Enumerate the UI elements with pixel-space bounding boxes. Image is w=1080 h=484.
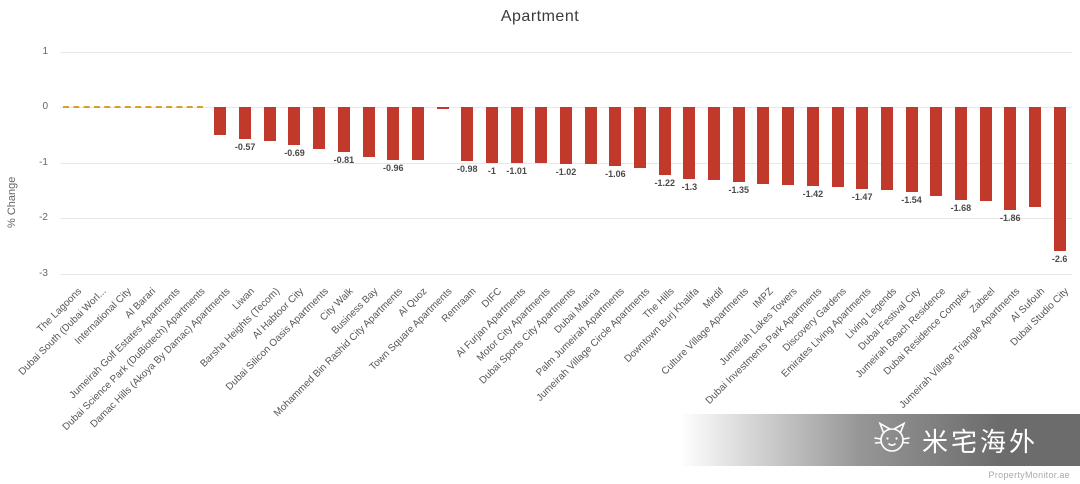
bar	[609, 107, 622, 166]
bar	[436, 107, 449, 109]
bar	[461, 107, 474, 162]
y-tick-label: -2	[39, 212, 48, 223]
bar-value-label: -1.42	[802, 188, 824, 199]
bar	[683, 107, 696, 180]
bar-value-label: -0.96	[382, 163, 404, 174]
bar	[1028, 107, 1041, 207]
y-tick-label: -1	[39, 156, 48, 168]
bar	[880, 107, 893, 191]
bar-value-label: -0.81	[333, 154, 355, 165]
bar	[954, 107, 967, 201]
gridline	[60, 218, 1072, 219]
bar	[757, 107, 770, 184]
y-tick-label: 0	[42, 101, 48, 112]
bar-value-label: -1.47	[851, 191, 873, 202]
bar	[313, 107, 326, 149]
bar-value-label: -0.98	[457, 164, 478, 175]
watermark-band: 米宅海外	[680, 414, 1080, 466]
bar-value-label: -1.02	[555, 166, 577, 177]
bar	[535, 107, 548, 164]
bar	[411, 107, 424, 160]
bar	[288, 107, 301, 146]
bar	[708, 107, 721, 181]
bar	[485, 107, 498, 163]
bar	[1004, 107, 1017, 211]
bar	[658, 107, 671, 175]
bar	[856, 107, 869, 189]
bar	[584, 107, 597, 165]
bar-value-label: -1.3	[681, 182, 698, 193]
credit-text: PropertyMonitor.ae	[988, 470, 1070, 480]
bar-value-label: -1.86	[1000, 213, 1021, 224]
bar	[806, 107, 819, 186]
bar	[979, 107, 992, 202]
cat-logo-icon	[872, 418, 912, 463]
gridline	[60, 273, 1072, 275]
bar-value-label: -1.35	[728, 184, 750, 195]
zero-value-dashed-line	[63, 106, 204, 108]
bar	[905, 107, 918, 193]
bar	[263, 107, 276, 142]
bar-value-label: -0.57	[234, 141, 256, 152]
bar-value-label: -1.01	[506, 166, 527, 177]
bar	[362, 107, 375, 157]
bar	[1053, 107, 1066, 252]
bar	[214, 107, 227, 135]
y-tick-label: 1	[42, 45, 48, 57]
chart-title: Apartment	[500, 8, 580, 25]
bar-value-label: -1	[487, 165, 496, 176]
bar	[782, 107, 795, 185]
bar	[732, 107, 745, 182]
bar-value-label: -2.6	[1051, 254, 1068, 265]
y-tick-label: -3	[39, 267, 48, 279]
bar	[560, 107, 572, 164]
bar	[930, 107, 943, 196]
bar	[831, 107, 844, 188]
gridline	[60, 51, 1072, 53]
bar-value-label: -1.06	[605, 168, 626, 179]
bar-value-label: -1.22	[654, 177, 675, 188]
bar-value-label: -0.69	[284, 148, 305, 159]
bar-value-label: -1.54	[901, 195, 922, 206]
bar	[387, 107, 400, 161]
bar	[239, 107, 252, 139]
bar-value-label: -1.68	[950, 203, 972, 214]
bar	[634, 107, 647, 169]
watermark-text: 米宅海外	[921, 426, 1038, 457]
bar	[510, 107, 523, 164]
bar	[337, 107, 350, 152]
